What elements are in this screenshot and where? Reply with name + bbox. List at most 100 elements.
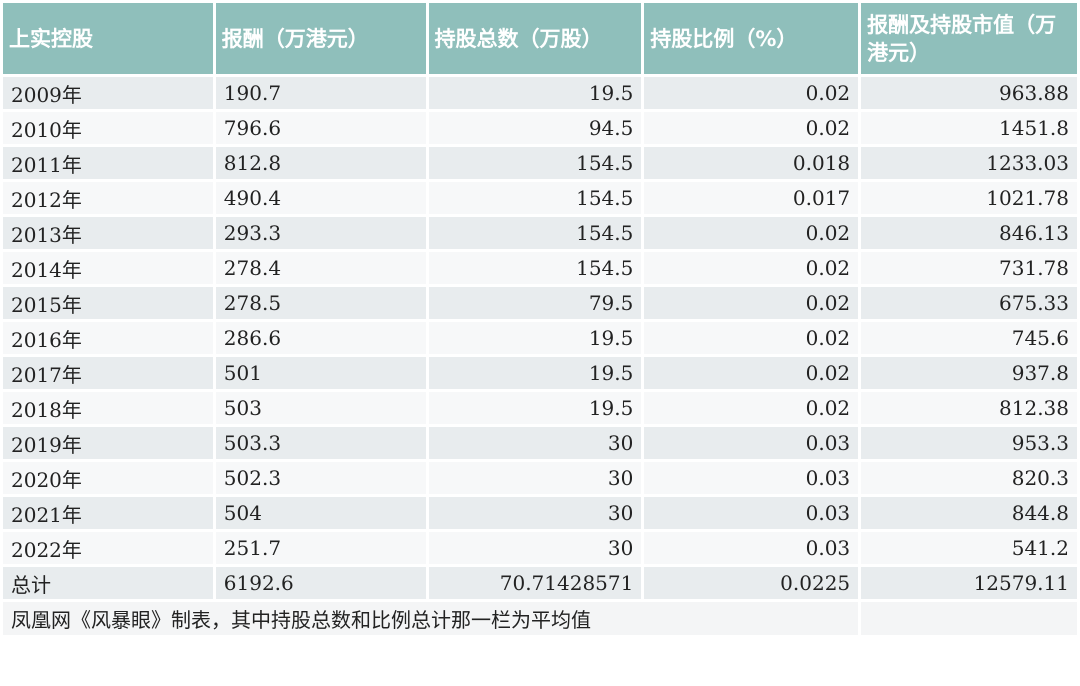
table-row: 2015年 278.5 79.5 0.02 675.33 [3,287,1077,319]
table-row: 2017年 501 19.5 0.02 937.8 [3,357,1077,389]
table-row: 2016年 286.6 19.5 0.02 745.6 [3,322,1077,354]
share-ratio-cell: 0.0225 [644,567,859,599]
total-shares-cell: 70.71428571 [428,567,642,599]
total-shares-cell: 30 [428,427,642,459]
market-value-cell: 937.8 [861,357,1077,389]
table-row: 2019年 503.3 30 0.03 953.3 [3,427,1077,459]
share-ratio-cell: 0.03 [644,462,859,494]
market-value-cell: 1233.03 [861,147,1077,179]
total-shares-cell: 30 [428,497,642,529]
market-value-cell: 1451.8 [861,112,1077,144]
table-row: 2009年 190.7 19.5 0.02 963.88 [3,77,1077,109]
compensation-cell: 251.7 [215,532,426,564]
table-row: 2021年 504 30 0.03 844.8 [3,497,1077,529]
share-ratio-cell: 0.02 [644,392,859,424]
table-row: 2014年 278.4 154.5 0.02 731.78 [3,252,1077,284]
compensation-cell: 503.3 [215,427,426,459]
compensation-cell: 502.3 [215,462,426,494]
header-compensation: 报酬（万港元） [215,3,426,74]
share-ratio-cell: 0.02 [644,77,859,109]
compensation-cell: 490.4 [215,182,426,214]
year-cell: 2012年 [3,182,213,214]
header-market-value: 报酬及持股市值（万港元） [861,3,1077,74]
total-shares-cell: 154.5 [428,182,642,214]
market-value-cell: 541.2 [861,532,1077,564]
share-ratio-cell: 0.017 [644,182,859,214]
year-cell: 2014年 [3,252,213,284]
header-total-shares: 持股总数（万股） [428,3,642,74]
market-value-cell: 963.88 [861,77,1077,109]
share-ratio-cell: 0.018 [644,147,859,179]
market-value-cell: 812.38 [861,392,1077,424]
year-cell: 2019年 [3,427,213,459]
total-shares-cell: 94.5 [428,112,642,144]
footnote-row: 凤凰网《风暴眼》制表，其中持股总数和比例总计那一栏为平均值 [3,602,1077,635]
share-ratio-cell: 0.03 [644,532,859,564]
total-shares-cell: 30 [428,532,642,564]
year-cell: 2011年 [3,147,213,179]
year-cell: 2013年 [3,217,213,249]
share-ratio-cell: 0.02 [644,217,859,249]
total-shares-cell: 154.5 [428,217,642,249]
table-row: 2013年 293.3 154.5 0.02 846.13 [3,217,1077,249]
table-header-row: 上实控股 报酬（万港元） 持股总数（万股） 持股比例（%） 报酬及持股市值（万港… [3,3,1077,74]
header-share-ratio: 持股比例（%） [644,3,859,74]
compensation-cell: 6192.6 [215,567,426,599]
share-ratio-cell: 0.02 [644,252,859,284]
market-value-cell: 953.3 [861,427,1077,459]
footnote-empty-cell [861,602,1077,635]
year-cell: 2010年 [3,112,213,144]
year-cell: 2022年 [3,532,213,564]
year-cell: 2016年 [3,322,213,354]
total-shares-cell: 154.5 [428,147,642,179]
share-ratio-cell: 0.02 [644,322,859,354]
compensation-cell: 796.6 [215,112,426,144]
compensation-cell: 503 [215,392,426,424]
table-row: 2012年 490.4 154.5 0.017 1021.78 [3,182,1077,214]
total-shares-cell: 19.5 [428,392,642,424]
table-row: 2020年 502.3 30 0.03 820.3 [3,462,1077,494]
market-value-cell: 1021.78 [861,182,1077,214]
table-row: 2011年 812.8 154.5 0.018 1233.03 [3,147,1077,179]
total-shares-cell: 19.5 [428,322,642,354]
share-ratio-cell: 0.02 [644,357,859,389]
compensation-cell: 293.3 [215,217,426,249]
total-shares-cell: 79.5 [428,287,642,319]
year-cell: 2009年 [3,77,213,109]
table-total-row: 总计 6192.6 70.71428571 0.0225 12579.11 [3,567,1077,599]
header-company: 上实控股 [3,3,213,74]
table-row: 2010年 796.6 94.5 0.02 1451.8 [3,112,1077,144]
year-cell: 2017年 [3,357,213,389]
year-cell: 2015年 [3,287,213,319]
footnote: 凤凰网《风暴眼》制表，其中持股总数和比例总计那一栏为平均值 [3,602,859,635]
market-value-cell: 12579.11 [861,567,1077,599]
table-row: 2022年 251.7 30 0.03 541.2 [3,532,1077,564]
year-cell: 2020年 [3,462,213,494]
market-value-cell: 675.33 [861,287,1077,319]
compensation-cell: 286.6 [215,322,426,354]
table-row: 2018年 503 19.5 0.02 812.38 [3,392,1077,424]
share-ratio-cell: 0.03 [644,497,859,529]
share-ratio-cell: 0.03 [644,427,859,459]
market-value-cell: 844.8 [861,497,1077,529]
market-value-cell: 731.78 [861,252,1077,284]
compensation-cell: 501 [215,357,426,389]
total-shares-cell: 19.5 [428,77,642,109]
compensation-table: 上实控股 报酬（万港元） 持股总数（万股） 持股比例（%） 报酬及持股市值（万港… [3,3,1077,635]
market-value-cell: 846.13 [861,217,1077,249]
compensation-cell: 278.4 [215,252,426,284]
share-ratio-cell: 0.02 [644,112,859,144]
market-value-cell: 820.3 [861,462,1077,494]
market-value-cell: 745.6 [861,322,1077,354]
total-shares-cell: 154.5 [428,252,642,284]
total-shares-cell: 19.5 [428,357,642,389]
total-shares-cell: 30 [428,462,642,494]
compensation-cell: 278.5 [215,287,426,319]
year-cell: 总计 [3,567,213,599]
share-ratio-cell: 0.02 [644,287,859,319]
compensation-cell: 504 [215,497,426,529]
compensation-cell: 190.7 [215,77,426,109]
year-cell: 2018年 [3,392,213,424]
compensation-cell: 812.8 [215,147,426,179]
year-cell: 2021年 [3,497,213,529]
